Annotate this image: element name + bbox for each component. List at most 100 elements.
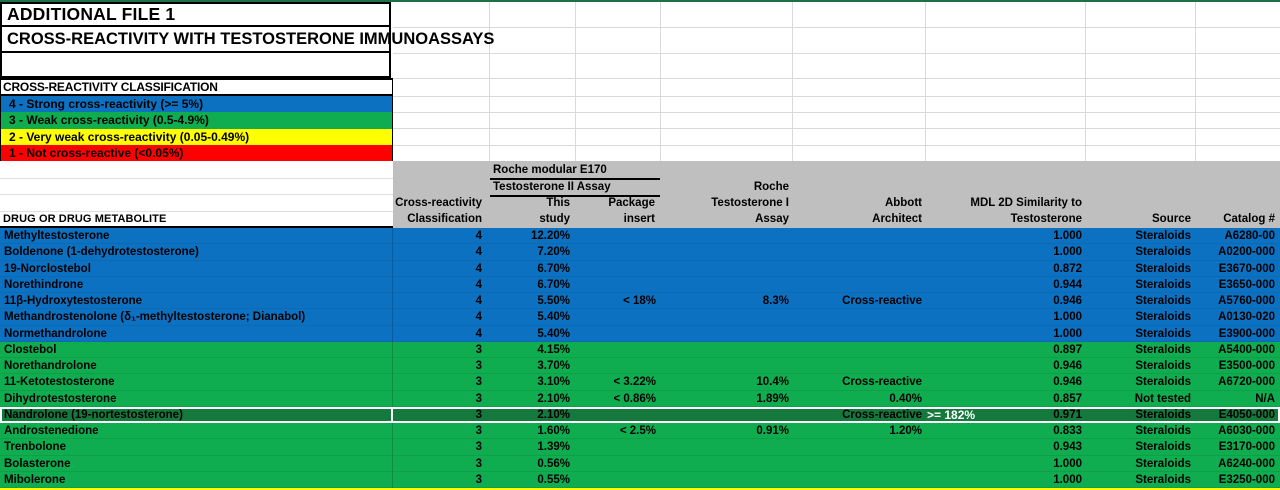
legend-item-strong[interactable]: 4 - Strong cross-reactivity (>= 5%) <box>0 96 393 113</box>
cell-source[interactable]: Steraloids <box>1135 360 1191 372</box>
col-header-mdl-line1[interactable]: MDL 2D Similarity to <box>970 197 1082 209</box>
cell-abbott[interactable] <box>792 277 925 293</box>
cell-roche-t1[interactable] <box>660 456 792 472</box>
cell-mdl[interactable]: 1.000 <box>1053 311 1082 324</box>
cell-roche-t1[interactable]: 1.89% <box>756 392 789 405</box>
cell-catalog[interactable]: A6280-00 <box>1224 230 1275 242</box>
legend-item-very-weak[interactable]: 2 - Very weak cross-reactivity (0.05-0.4… <box>0 128 393 145</box>
cell-abbott[interactable] <box>792 456 925 472</box>
cell-catalog[interactable]: E3500-000 <box>1218 360 1275 372</box>
cell-this-study[interactable]: 2.10% <box>537 408 570 421</box>
col-header-this-study-line2[interactable]: study <box>539 213 570 225</box>
cell-source[interactable]: Steraloids <box>1135 441 1191 454</box>
cell-roche-t1[interactable] <box>660 326 792 342</box>
cell-this-study[interactable]: 5.40% <box>537 327 570 340</box>
col-header-catalog[interactable]: Catalog # <box>1223 213 1275 225</box>
table-row[interactable]: 11β-Hydroxytestosterone 4 5.50% < 18% 8.3% Cr… <box>0 293 1280 310</box>
cell-this-study[interactable]: 1.60% <box>537 425 570 437</box>
col-header-package-insert-line2[interactable]: insert <box>623 213 655 225</box>
cell-this-study[interactable]: 3.10% <box>537 376 570 389</box>
col-header-source[interactable]: Source <box>1152 213 1191 225</box>
cell-abbott[interactable] <box>792 309 925 325</box>
cell-source[interactable]: Steraloids <box>1135 295 1191 307</box>
cell-roche-t1[interactable] <box>660 277 792 293</box>
cell-mdl[interactable]: 0.971 <box>1053 408 1082 421</box>
col-header-roche-line3[interactable]: Assay <box>755 213 789 225</box>
cell-abbott[interactable]: 0.40% <box>889 392 922 405</box>
col-header-this-study-line1[interactable]: This <box>546 197 570 209</box>
cell-catalog[interactable]: A6240-000 <box>1218 457 1275 470</box>
table-row[interactable]: Androstenedione 3 1.60% < 2.5% 0.91% 1.20% 0.8… <box>0 423 1280 440</box>
cell-roche-t1[interactable] <box>660 439 792 455</box>
table-row[interactable]: Dihydrotestosterone 3 2.10% < 0.86% 1.89% 0.4… <box>0 390 1280 408</box>
cell-roche-t1[interactable] <box>660 309 792 325</box>
cell-source[interactable]: Steraloids <box>1135 343 1191 356</box>
cell-roche-t1[interactable] <box>660 261 792 277</box>
cell-classification[interactable]: 4 <box>475 295 482 307</box>
cell-classification[interactable]: 4 <box>475 262 482 275</box>
cell-source[interactable]: Steraloids <box>1135 425 1191 437</box>
drug-column-header[interactable]: DRUG OR DRUG METABOLITE <box>3 213 167 225</box>
cell-package-insert[interactable] <box>575 472 660 488</box>
cell-name[interactable]: Clostebol <box>4 343 57 356</box>
col-header-package-insert-line1[interactable]: Package <box>608 197 655 209</box>
cell-catalog[interactable]: E3900-000 <box>1218 327 1275 340</box>
main-title-cell[interactable]: CROSS-REACTIVITY WITH TESTOSTERONE IMMUN… <box>0 26 494 53</box>
cell-this-study[interactable]: 3.70% <box>537 360 570 372</box>
cell-this-study[interactable]: 5.50% <box>537 295 570 307</box>
col-header-classification-line1[interactable]: Cross-reactivity <box>395 197 482 209</box>
cell-name[interactable]: Norethandrolone <box>4 360 97 372</box>
cell-this-study[interactable]: 6.70% <box>537 262 570 275</box>
cell-name[interactable]: Normethandrolone <box>4 327 107 340</box>
cell-abbott[interactable] <box>792 342 925 358</box>
cell-mdl[interactable]: 1.000 <box>1053 230 1082 242</box>
table-row[interactable]: Norethandrolone 3 3.70% 0.946 Steraloids E350… <box>0 358 1280 375</box>
cell-catalog[interactable]: A6030-000 <box>1218 425 1275 437</box>
cell-package-insert[interactable] <box>575 342 660 358</box>
cell-abbott[interactable] <box>792 439 925 455</box>
cell-source[interactable]: Not tested <box>1134 392 1191 405</box>
table-row[interactable]: Boldenone (1-dehydrotestosterone) 4 7.20% 1… <box>0 244 1280 261</box>
cell-catalog[interactable]: A0200-000 <box>1218 246 1275 259</box>
cell-classification[interactable]: 3 <box>475 392 482 405</box>
cell-this-study[interactable]: 5.40% <box>537 311 570 324</box>
cell-mdl[interactable]: 1.000 <box>1053 246 1082 259</box>
cell-name[interactable]: Mibolerone <box>4 473 66 486</box>
cell-package-insert[interactable] <box>575 244 660 260</box>
cell-catalog[interactable]: E3650-000 <box>1218 278 1275 291</box>
cell-package-insert[interactable] <box>575 228 660 244</box>
legend-item-weak[interactable]: 3 - Weak cross-reactivity (0.5-4.9%) <box>0 112 393 129</box>
cell-roche-t1[interactable]: 8.3% <box>762 295 789 307</box>
cell-roche-t1[interactable]: 0.91% <box>756 425 789 437</box>
table-row[interactable]: Normethandrolone 4 5.40% 1.000 Steraloids E39… <box>0 325 1280 343</box>
table-row-selected[interactable]: Nandrolone (19-nortestosterone) 3 2.10% Cro… <box>0 406 1280 424</box>
cell-name[interactable]: Androstenedione <box>4 425 99 437</box>
cell-roche-t1[interactable] <box>660 228 792 244</box>
cell-this-study[interactable]: 4.15% <box>537 343 570 356</box>
cell-package-insert[interactable]: < 3.22% <box>613 376 656 389</box>
cell-name[interactable]: Methyltestosterone <box>4 230 110 242</box>
additional-file-cell[interactable]: ADDITIONAL FILE 1 <box>0 2 391 27</box>
cell-this-study[interactable]: 7.20% <box>537 246 570 259</box>
col-header-mdl-line2[interactable]: Testosterone <box>1010 213 1082 225</box>
col-header-abbott-line1[interactable]: Abbott <box>884 197 922 209</box>
cell-catalog[interactable]: N/A <box>1255 392 1275 405</box>
col-header-roche-line2[interactable]: Testosterone I <box>711 197 789 209</box>
cell-roche-t1[interactable] <box>660 407 792 423</box>
cell-name[interactable]: Norethindrone <box>4 278 84 291</box>
cell-package-insert[interactable] <box>575 277 660 293</box>
cell-classification[interactable]: 3 <box>475 360 482 372</box>
cell-name[interactable]: Methandrostenolone (δ₁-methyltestosteron… <box>4 311 306 324</box>
cell-roche-t1[interactable] <box>660 472 792 488</box>
cell-classification[interactable]: 3 <box>475 425 482 437</box>
table-row[interactable]: 11-Ketotestosterone 3 3.10% < 3.22% 10.4% Cro… <box>0 374 1280 391</box>
cell-mdl[interactable]: 1.000 <box>1053 457 1082 470</box>
table-row[interactable]: Methyltestosterone 4 12.20% 1.000 Steraloids… <box>0 228 1280 245</box>
cell-mdl[interactable]: 0.872 <box>1053 262 1082 275</box>
cell-name[interactable]: 11β-Hydroxytestosterone <box>4 295 143 307</box>
cell-mdl[interactable]: 1.000 <box>1053 327 1082 340</box>
cell-this-study[interactable]: 6.70% <box>537 278 570 291</box>
cell-mdl[interactable]: 0.944 <box>1053 278 1082 291</box>
table-row[interactable]: Methandrostenolone (δ₁-methyltestosteron… <box>0 309 1280 326</box>
cell-abbott[interactable] <box>792 326 925 342</box>
